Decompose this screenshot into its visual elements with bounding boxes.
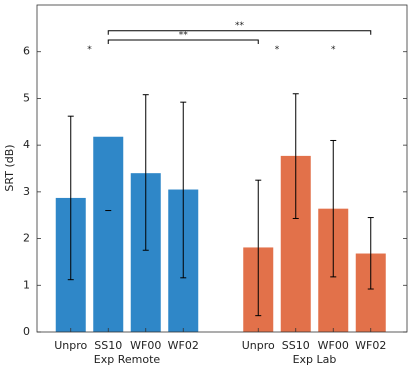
y-axis-label: SRT (dB) <box>3 144 16 191</box>
significance-star: * <box>331 45 336 55</box>
significance-label: ** <box>179 31 189 41</box>
x-tick-label: WF02 <box>355 339 386 352</box>
y-tick-label: 2 <box>23 232 30 245</box>
error-bar <box>255 179 262 317</box>
y-tick-label: 4 <box>23 138 30 151</box>
significance-star: * <box>275 45 280 55</box>
x-tick-label: WF02 <box>168 339 199 352</box>
x-tick-label: WF00 <box>318 339 349 352</box>
significance-label: ** <box>235 21 245 31</box>
error-bar <box>142 94 149 251</box>
y-tick-label: 6 <box>23 45 30 58</box>
bar <box>93 136 124 332</box>
x-tick-label: WF00 <box>130 339 161 352</box>
x-tick-label: Unpro <box>242 339 275 352</box>
axes-box <box>36 4 408 333</box>
x-tick-label: SS10 <box>94 339 122 352</box>
significance-bracket <box>107 30 372 35</box>
y-tick-label: 1 <box>23 278 30 291</box>
error-bar <box>67 115 74 281</box>
significance-bracket <box>107 39 259 45</box>
error-bar <box>367 217 374 290</box>
x-tick-label: Unpro <box>54 339 87 352</box>
error-bar <box>330 139 337 278</box>
y-tick-label: 5 <box>23 91 30 104</box>
group-label: Exp Lab <box>293 353 337 366</box>
error-bar <box>292 93 299 219</box>
error-bar <box>180 101 187 279</box>
x-tick-label: SS10 <box>282 339 310 352</box>
group-label: Exp Remote <box>94 353 161 366</box>
y-tick-label: 3 <box>23 185 30 198</box>
y-tick-label: 0 <box>23 325 30 338</box>
significance-star: * <box>87 45 92 55</box>
